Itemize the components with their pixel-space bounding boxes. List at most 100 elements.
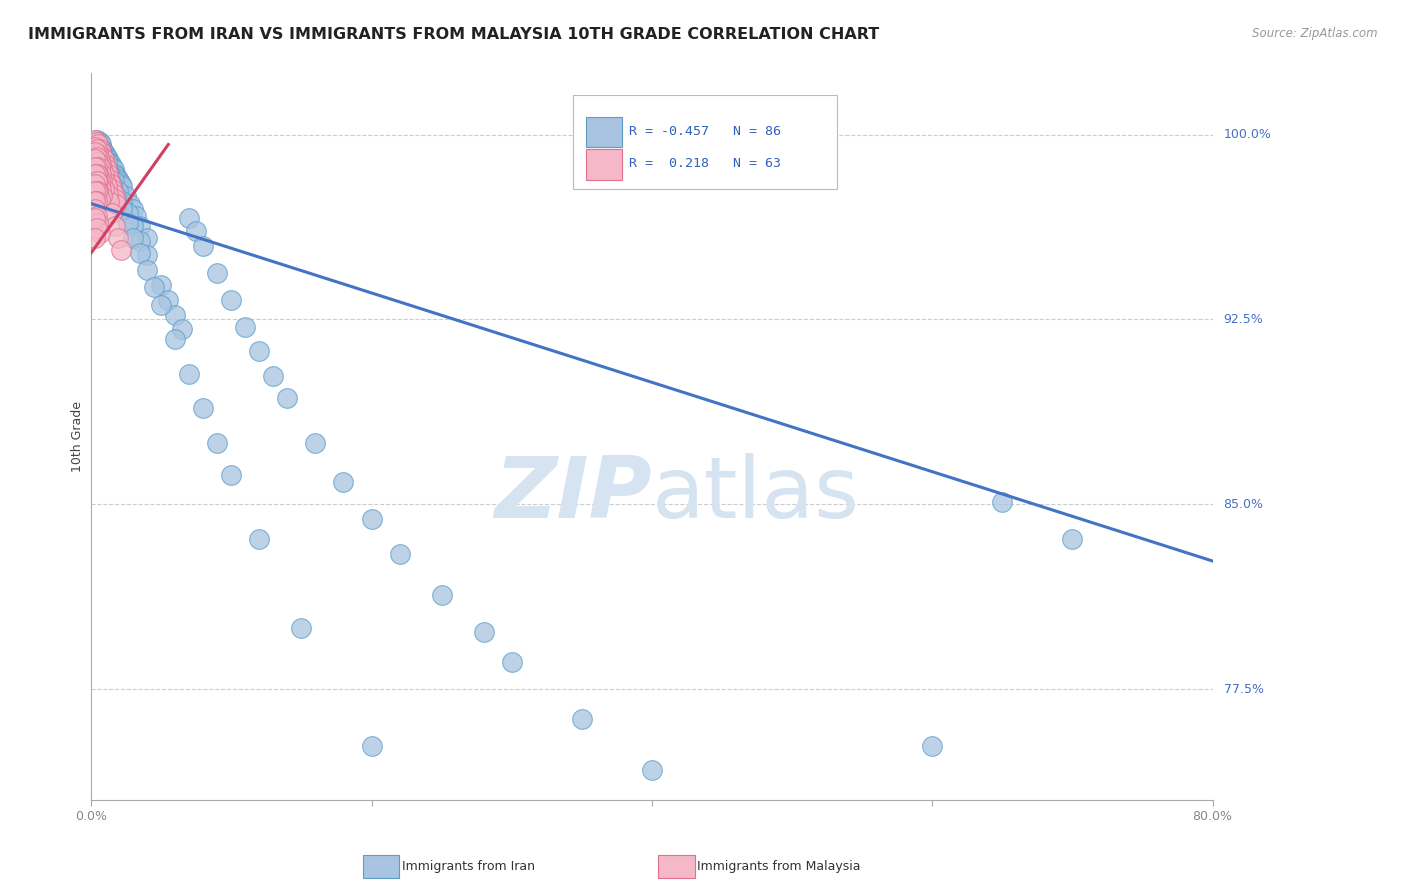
Point — [87, 216, 110, 230]
Point — [91, 162, 114, 177]
Point — [120, 196, 142, 211]
Point — [84, 202, 107, 216]
Point — [262, 369, 284, 384]
Point — [179, 211, 201, 226]
Point — [136, 231, 159, 245]
Point — [107, 231, 129, 245]
Point — [96, 154, 118, 169]
Point — [207, 435, 229, 450]
Point — [165, 308, 187, 322]
Point — [93, 153, 115, 167]
Point — [105, 196, 128, 211]
Point — [122, 231, 145, 245]
Point — [101, 206, 124, 220]
Point — [86, 150, 108, 164]
Point — [86, 160, 108, 174]
Point — [91, 189, 114, 203]
Point — [104, 192, 127, 206]
Point — [94, 157, 117, 171]
Point — [87, 147, 110, 161]
Point — [98, 164, 121, 178]
Point — [96, 179, 118, 194]
Point — [235, 319, 257, 334]
Point — [90, 137, 112, 152]
Point — [780, 860, 803, 874]
Point — [93, 150, 115, 164]
Text: ZIP: ZIP — [495, 453, 652, 536]
Point — [96, 150, 118, 164]
Point — [93, 145, 115, 159]
Point — [103, 162, 125, 177]
Point — [93, 182, 115, 196]
Point — [87, 140, 110, 154]
Point — [84, 160, 107, 174]
Point — [111, 179, 134, 194]
Point — [186, 224, 208, 238]
Point — [98, 172, 121, 186]
Point — [501, 655, 523, 669]
Text: Source: ZipAtlas.com: Source: ZipAtlas.com — [1253, 27, 1378, 40]
Point — [129, 246, 152, 260]
Point — [91, 174, 114, 188]
Point — [101, 177, 124, 191]
Point — [103, 174, 125, 188]
Point — [100, 157, 122, 171]
Point — [165, 332, 187, 346]
Y-axis label: 10th Grade: 10th Grade — [72, 401, 84, 472]
Point — [89, 174, 111, 188]
Point — [103, 186, 125, 201]
Point — [94, 174, 117, 188]
Point — [89, 160, 111, 174]
FancyBboxPatch shape — [586, 149, 621, 180]
Point — [84, 132, 107, 146]
Point — [332, 475, 354, 489]
Point — [193, 401, 215, 416]
Text: R = -0.457   N = 86: R = -0.457 N = 86 — [630, 125, 782, 137]
Point — [122, 219, 145, 233]
Point — [98, 194, 121, 208]
Point — [104, 219, 127, 233]
Point — [96, 162, 118, 177]
Point — [360, 512, 382, 526]
Point — [90, 157, 112, 171]
Point — [125, 209, 148, 223]
Point — [87, 167, 110, 181]
Point — [90, 167, 112, 181]
Point — [179, 367, 201, 381]
Text: 85.0%: 85.0% — [1223, 498, 1264, 511]
Point — [136, 263, 159, 277]
Point — [157, 293, 180, 307]
Point — [360, 739, 382, 753]
Point — [472, 625, 495, 640]
Point — [89, 192, 111, 206]
Point — [87, 174, 110, 188]
Point — [111, 194, 134, 208]
Point — [87, 154, 110, 169]
Text: R =  0.218   N = 63: R = 0.218 N = 63 — [630, 157, 782, 170]
Point — [110, 244, 132, 258]
Point — [136, 248, 159, 262]
Point — [641, 764, 664, 778]
Point — [107, 172, 129, 186]
Point — [90, 182, 112, 196]
Point — [117, 216, 139, 230]
Point — [193, 238, 215, 252]
Point — [86, 167, 108, 181]
Point — [84, 167, 107, 181]
Point — [97, 186, 120, 201]
Point — [90, 145, 112, 159]
Point — [86, 194, 108, 208]
Point — [97, 164, 120, 178]
Point — [1062, 532, 1084, 546]
Point — [571, 712, 593, 726]
Point — [86, 174, 108, 188]
Point — [91, 142, 114, 156]
Point — [86, 132, 108, 146]
Point — [105, 189, 128, 203]
Point — [991, 495, 1014, 509]
Point — [84, 194, 107, 208]
Point — [150, 277, 173, 292]
Point — [221, 467, 243, 482]
Point — [117, 206, 139, 220]
Point — [921, 739, 943, 753]
